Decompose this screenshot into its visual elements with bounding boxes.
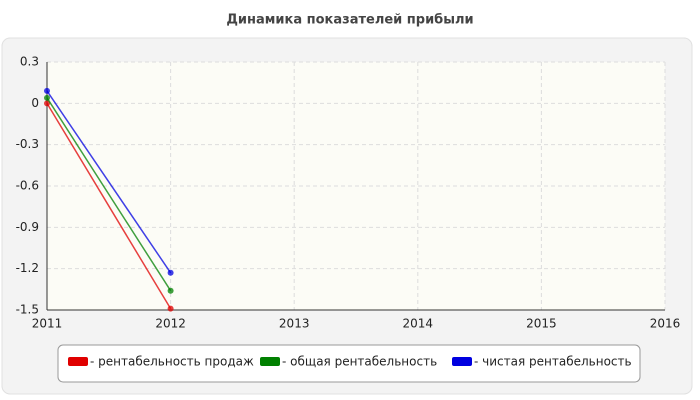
point (44, 87, 50, 94)
y-tick-label: 0.3 (20, 55, 39, 69)
legend-label: - общая рентабельность (282, 355, 437, 369)
point (167, 287, 174, 294)
point (167, 269, 174, 276)
y-tick-label: -1.5 (16, 303, 39, 317)
legend-swatch (260, 357, 280, 366)
legend-swatch (68, 357, 88, 366)
legend-label: - рентабельность продаж (90, 355, 254, 369)
series-line (46, 102, 172, 310)
point (167, 305, 174, 312)
y-tick-label: -0.9 (16, 220, 39, 234)
point (44, 100, 50, 107)
x-tick-label: 2011 (32, 317, 63, 331)
series-line (46, 90, 172, 274)
point (44, 94, 50, 101)
y-tick-label: -1.2 (16, 261, 39, 275)
x-tick-label: 2014 (403, 317, 434, 331)
x-tick-label: 2016 (650, 317, 681, 331)
legend (57, 344, 641, 383)
x-tick-label: 2012 (155, 317, 186, 331)
y-tick-label: -0.6 (16, 179, 39, 193)
series-line (46, 97, 172, 292)
y-tick-label: 0 (31, 96, 39, 110)
legend-swatch (452, 357, 472, 366)
x-tick-label: 2013 (279, 317, 310, 331)
x-tick-label: 2015 (526, 317, 557, 331)
y-tick-label: -0.3 (16, 137, 39, 151)
legend-label: - чистая рентабельность (474, 355, 632, 369)
chart-title: Динамика показателей прибыли (226, 13, 473, 28)
